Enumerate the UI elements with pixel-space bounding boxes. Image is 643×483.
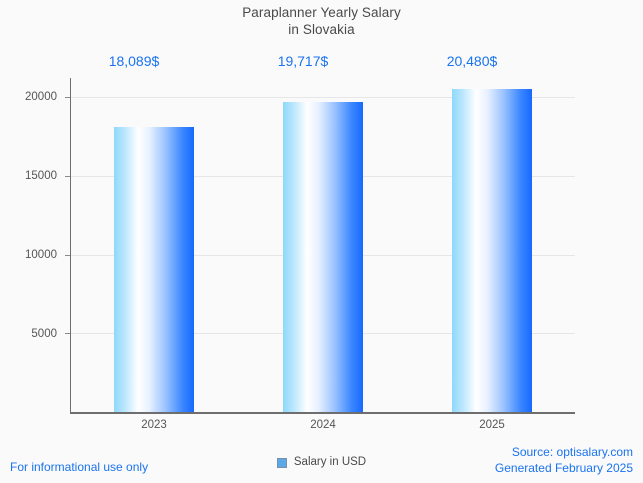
bar-2025[interactable] [452, 89, 532, 412]
legend-item-label[interactable]: Salary in USD [293, 456, 367, 468]
y-tick-mark-20000 [65, 97, 70, 98]
y-axis-tick-label-15000: 15000 [25, 170, 57, 182]
y-tick-mark-10000 [65, 255, 70, 256]
y-axis-tick-label-20000: 20000 [25, 91, 57, 103]
y-axis-tick-label-10000: 10000 [25, 249, 57, 261]
bar-2023[interactable] [114, 127, 194, 412]
x-axis-category-2024: 2024 [310, 419, 336, 431]
x-axis-category-2025: 2025 [479, 419, 505, 431]
y-tick-mark-15000 [65, 176, 70, 177]
chart-legend: Salary in USD [0, 456, 643, 469]
disclaimer-note: For informational use only [10, 460, 149, 474]
bar-value-label-2024: 19,717$ [277, 53, 329, 69]
y-axis-line [70, 78, 71, 413]
x-axis-line [70, 412, 575, 414]
plot-area [65, 78, 575, 412]
x-axis-category-2023: 2023 [141, 419, 167, 431]
chart-title-line2: in Slovakia [288, 22, 355, 37]
chart-title-line1: Paraplanner Yearly Salary [242, 5, 401, 20]
y-axis-tick-label-5000: 5000 [31, 328, 57, 340]
legend-color-swatch-icon [276, 457, 287, 468]
generated-date-label: Generated February 2025 [494, 460, 633, 475]
bar-2024[interactable] [283, 102, 363, 412]
source-attribution: Source: optisalary.com Generated Februar… [495, 445, 633, 476]
gridline-20000 [70, 97, 575, 98]
y-tick-mark-5000 [65, 333, 70, 334]
bar-value-label-2025: 20,480$ [446, 53, 498, 69]
source-label: Source: optisalary.com [511, 445, 633, 459]
bar-value-label-2023: 18,089$ [108, 53, 160, 69]
chart-title: Paraplanner Yearly Salary in Slovakia [0, 4, 643, 38]
